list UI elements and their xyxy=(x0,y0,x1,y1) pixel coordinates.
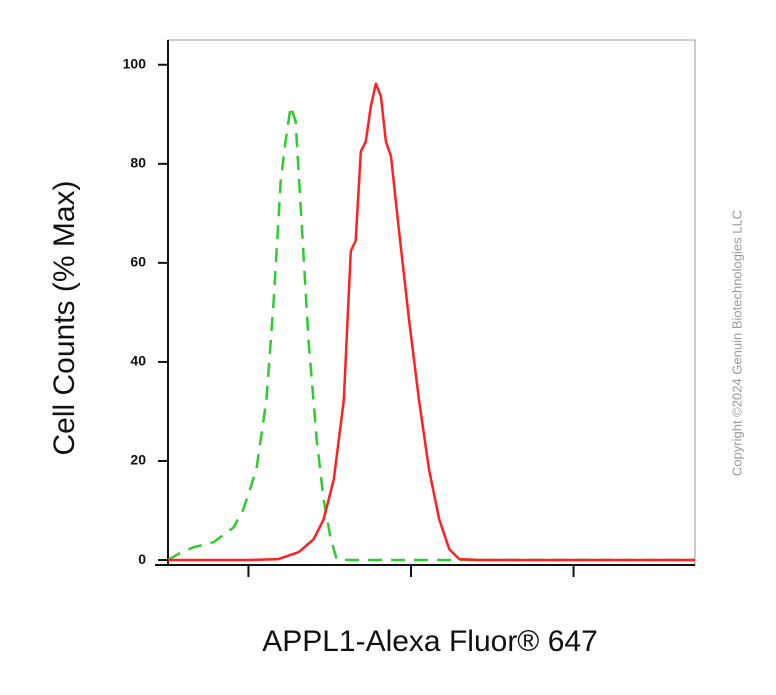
y-tick-label: 40 xyxy=(130,353,146,369)
watermark: Copyright ©2024 Genuin Biotechnologies L… xyxy=(729,210,744,476)
y-tick-label: 80 xyxy=(130,155,146,171)
y-tick-label: 60 xyxy=(130,254,146,270)
series-line xyxy=(167,105,695,562)
x-axis-label: APPL1-Alexa Fluor® 647 xyxy=(262,625,598,658)
y-tick-label: 100 xyxy=(123,55,147,71)
y-tick-label: 0 xyxy=(138,551,146,567)
series-line xyxy=(168,82,695,562)
y-axis-label: Cell Counts (% Max) xyxy=(48,180,81,455)
y-tick-label: 20 xyxy=(130,452,146,468)
